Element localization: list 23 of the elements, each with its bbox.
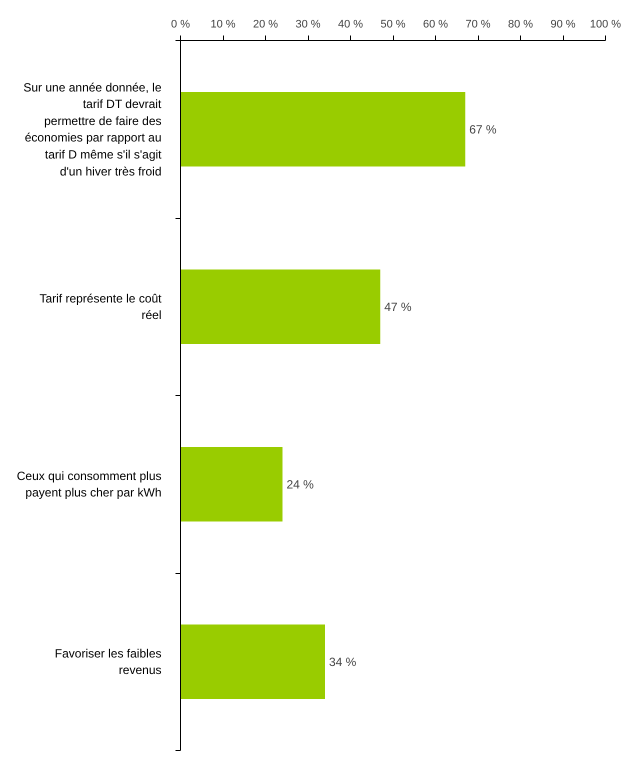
data-label: 47 % (384, 300, 412, 314)
x-tick-label: 70 % (465, 18, 491, 30)
x-tick-label: 10 % (210, 18, 236, 30)
bar (180, 446, 282, 522)
data-label: 24 % (286, 477, 314, 492)
bar (180, 624, 325, 700)
bar (180, 92, 466, 167)
x-tick-label: 20 % (252, 18, 278, 30)
y-tick-label: Ceux qui consomment plus payent plus cher par kWh (16, 468, 162, 500)
y-tick-label: Favoriser les faibles revenus (54, 646, 162, 678)
x-tick-label: 60 % (422, 18, 448, 30)
x-tick-label: 40 % (338, 18, 364, 30)
x-tick-label: 80 % (508, 18, 534, 30)
x-tick-label: 0 % (171, 18, 190, 30)
x-tick-label: 50 % (380, 18, 406, 30)
x-tick-label: 90 % (550, 18, 576, 30)
y-tick-label: Tarif représente le coût réel (39, 291, 162, 322)
x-tick-label: 30 % (295, 18, 321, 30)
data-label: 34 % (329, 654, 357, 669)
x-tick-label: 100 % (590, 18, 622, 30)
y-tick-label: Sur une année donnée, le tarif DT devrait permettre de faire des économies par rapport au tarif D même s'il s'agit d'un hiver très froid (23, 80, 162, 178)
data-label: 67 % (469, 122, 497, 136)
bar (180, 269, 380, 344)
